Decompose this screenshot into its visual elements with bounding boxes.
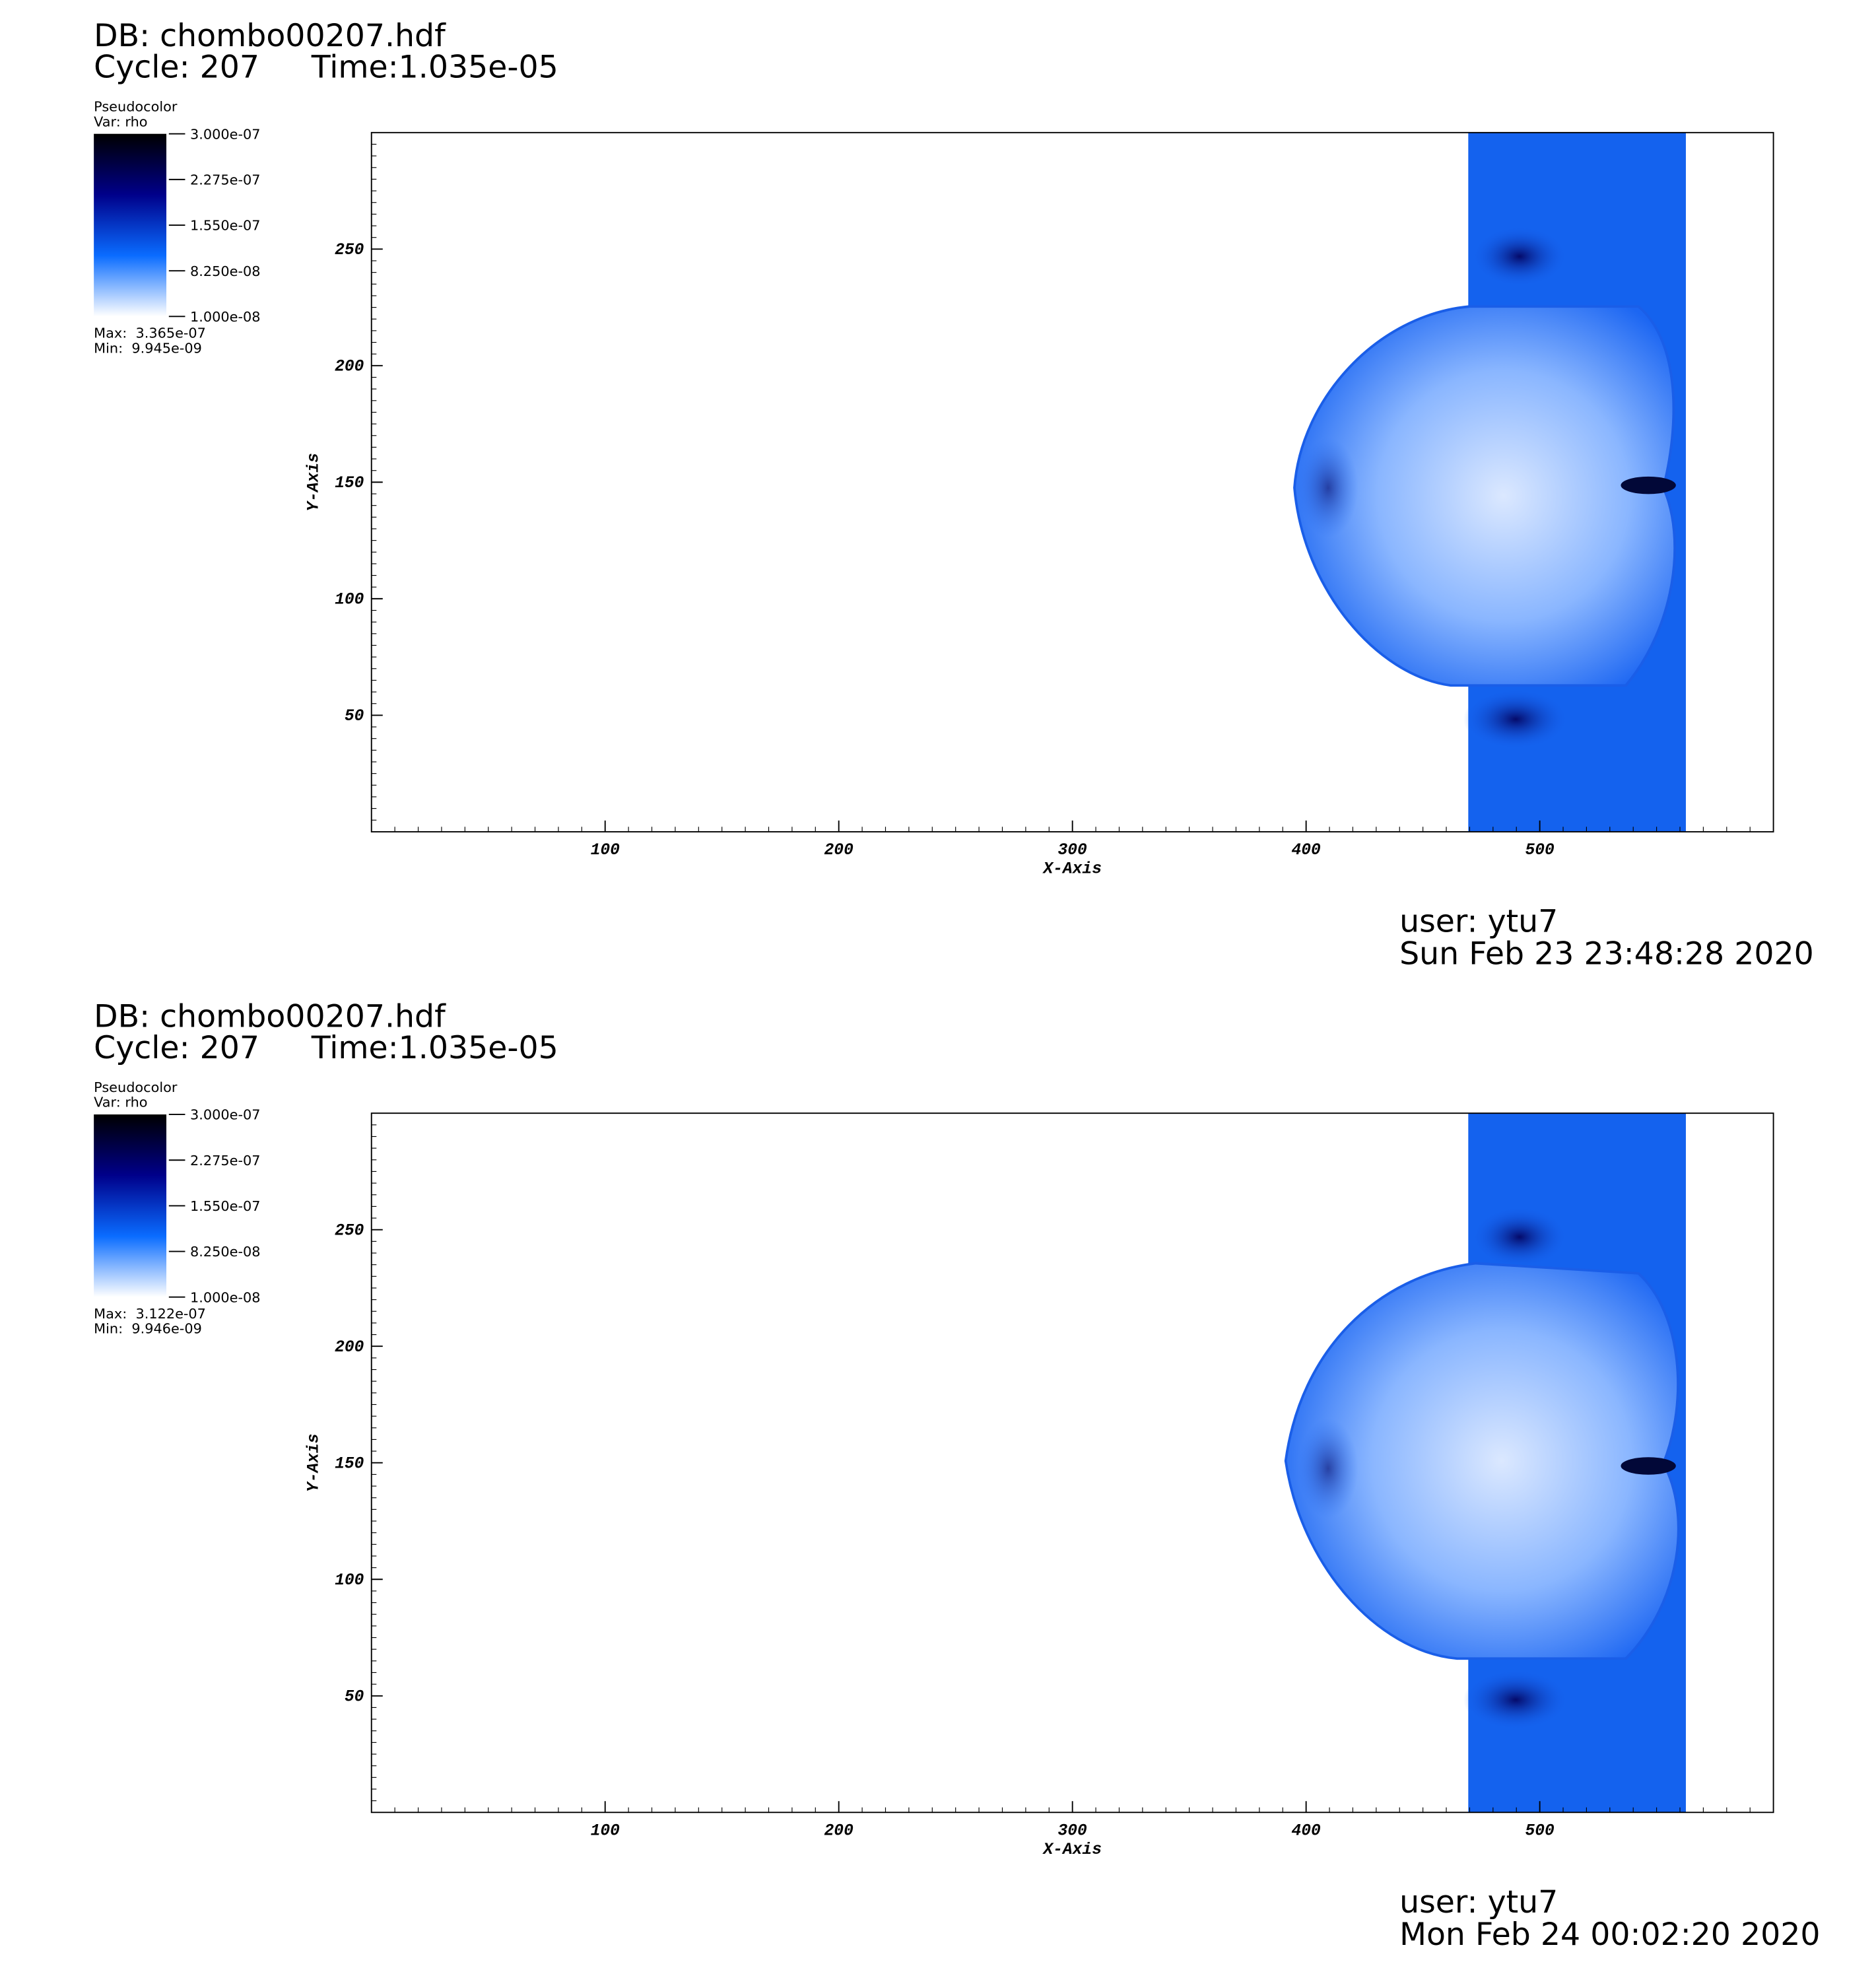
x-tick-label: 200 bbox=[824, 842, 854, 860]
x-axis-label: X-Axis bbox=[1042, 860, 1102, 878]
y-tick-label: 50 bbox=[345, 708, 364, 726]
x-tick-label: 300 bbox=[1058, 842, 1088, 860]
x-axis-label: X-Axis bbox=[1042, 1841, 1102, 1859]
field-blob bbox=[1621, 476, 1676, 494]
field-blob bbox=[1463, 689, 1568, 749]
field-bulge bbox=[1293, 305, 1676, 687]
user: user: ytu7 bbox=[1399, 903, 1558, 939]
y-axis-label: Y-Axis bbox=[305, 1433, 323, 1492]
x-tick-label: 100 bbox=[591, 842, 620, 860]
x-tick-label: 200 bbox=[824, 1822, 854, 1840]
cycle: Cycle: 207 bbox=[94, 1030, 259, 1066]
y-tick-label: 50 bbox=[345, 1688, 364, 1706]
density-field bbox=[1293, 132, 1686, 832]
density-field bbox=[1284, 1113, 1686, 1813]
y-tick-label: 100 bbox=[335, 591, 364, 609]
colorbar-tick-label: 2.275e-07 bbox=[190, 1153, 260, 1169]
time: Time:1.035e-05 bbox=[311, 1030, 558, 1066]
colorbar bbox=[94, 1114, 167, 1297]
min-value: Min: 9.946e-09 bbox=[94, 1321, 202, 1337]
y-tick-label: 200 bbox=[335, 358, 364, 376]
y-axis-label: Y-Axis bbox=[305, 453, 323, 512]
colorbar-tick-label: 8.250e-08 bbox=[190, 263, 260, 279]
y-tick-label: 150 bbox=[335, 1455, 364, 1473]
y-tick-label: 100 bbox=[335, 1572, 364, 1590]
colorbar bbox=[94, 133, 167, 317]
date: Sun Feb 23 23:48:28 2020 bbox=[1399, 936, 1814, 972]
y-tick-label: 250 bbox=[335, 1222, 364, 1240]
field-blob bbox=[1471, 226, 1567, 287]
var-name: Var: rho bbox=[94, 1095, 147, 1110]
colorbar-tick-label: 1.550e-07 bbox=[190, 218, 260, 234]
colorbar-tick-label: 3.000e-07 bbox=[190, 1107, 260, 1123]
colorbar-tick-label: 1.550e-07 bbox=[190, 1198, 260, 1214]
plot-name: Pseudocolor bbox=[94, 99, 178, 115]
plot-name: Pseudocolor bbox=[94, 1079, 178, 1095]
colorbar-tick-label: 3.000e-07 bbox=[190, 126, 260, 142]
x-tick-label: 400 bbox=[1291, 1822, 1321, 1840]
x-tick-label: 500 bbox=[1525, 1822, 1555, 1840]
colorbar-tick-label: 2.275e-07 bbox=[190, 172, 260, 187]
db-name: DB: chombo00207.hdf bbox=[94, 18, 446, 54]
field-blob bbox=[1621, 1457, 1676, 1475]
colorbar-tick-label: 8.250e-08 bbox=[190, 1244, 260, 1260]
db-name: DB: chombo00207.hdf bbox=[94, 998, 446, 1035]
colorbar-tick-label: 1.000e-08 bbox=[190, 309, 260, 325]
y-tick-label: 200 bbox=[335, 1339, 364, 1357]
max-value: Max: 3.122e-07 bbox=[94, 1306, 206, 1322]
x-tick-label: 400 bbox=[1291, 842, 1321, 860]
max-value: Max: 3.365e-07 bbox=[94, 325, 206, 341]
var-name: Var: rho bbox=[94, 114, 147, 129]
field-blob bbox=[1298, 1418, 1358, 1519]
field-blob bbox=[1463, 1670, 1568, 1730]
user: user: ytu7 bbox=[1399, 1884, 1558, 1920]
field-blob bbox=[1298, 438, 1358, 538]
x-tick-label: 500 bbox=[1525, 842, 1555, 860]
date: Mon Feb 24 00:02:20 2020 bbox=[1399, 1917, 1820, 1953]
x-tick-label: 100 bbox=[591, 1822, 620, 1840]
cycle: Cycle: 207 bbox=[94, 49, 259, 85]
y-tick-label: 250 bbox=[335, 242, 364, 259]
time: Time:1.035e-05 bbox=[311, 49, 558, 85]
field-bulge bbox=[1284, 1262, 1680, 1660]
colorbar-tick-label: 1.000e-08 bbox=[190, 1289, 260, 1305]
min-value: Min: 9.945e-09 bbox=[94, 340, 202, 356]
x-tick-label: 300 bbox=[1058, 1822, 1088, 1840]
y-tick-label: 150 bbox=[335, 475, 364, 493]
field-blob bbox=[1471, 1207, 1567, 1268]
